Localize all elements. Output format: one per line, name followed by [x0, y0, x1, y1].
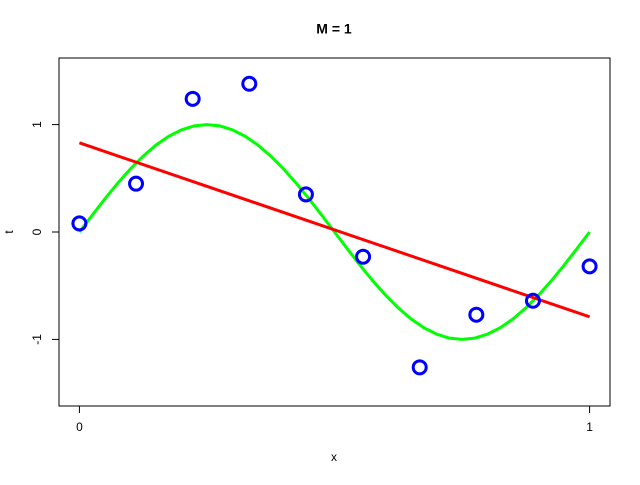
data-point: [468, 306, 485, 323]
data-point: [71, 215, 88, 232]
data-point: [297, 186, 314, 203]
line-series: [78, 141, 591, 319]
data-point: [128, 175, 145, 192]
data-point: [524, 292, 541, 309]
y-tick-label: 0: [30, 228, 44, 235]
data-point: [241, 75, 258, 92]
y-tick-label: -1: [30, 334, 44, 345]
chart-title: M = 1: [316, 21, 352, 37]
line-series: [78, 123, 591, 341]
x-tick-label: 1: [586, 420, 593, 434]
data-point: [184, 90, 201, 107]
data-point: [411, 359, 428, 376]
y-tick-label: 1: [30, 121, 44, 128]
x-axis-label: x: [331, 450, 337, 464]
y-axis-label: t: [2, 230, 16, 234]
x-tick-label: 0: [76, 420, 83, 434]
data-point: [581, 258, 598, 275]
data-point: [355, 248, 372, 265]
